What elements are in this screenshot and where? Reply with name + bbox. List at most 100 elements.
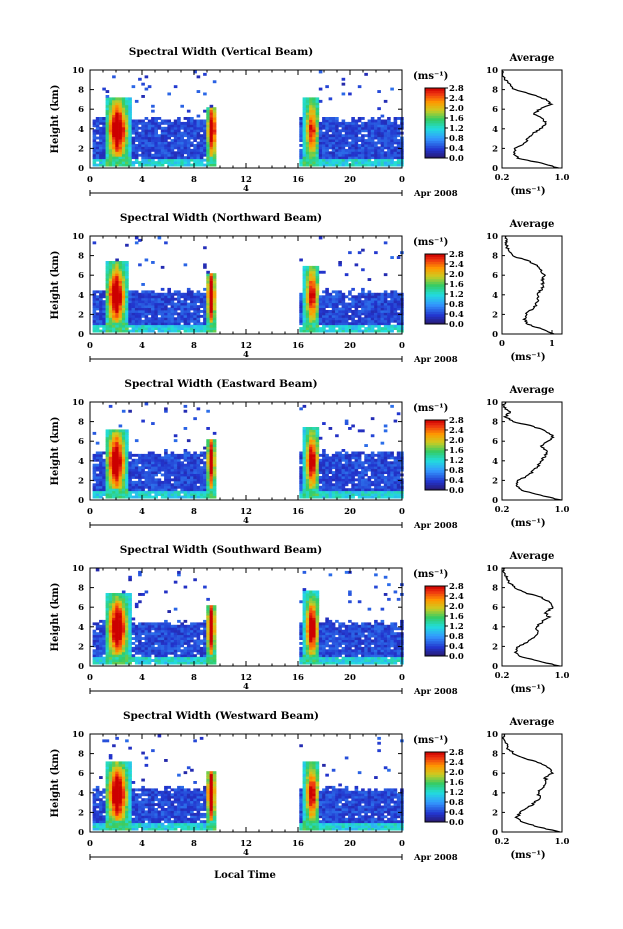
heatmap-cell [396,488,401,492]
heatmap-cell [335,156,339,160]
heatmap-cell [118,161,123,164]
heatmap-cell [328,495,333,499]
heatmap-cell [190,290,194,294]
heatmap-cell [134,632,139,636]
heatmap-cell [183,134,188,138]
heatmap-cell [186,327,191,330]
heatmap-cell [338,314,342,318]
heatmap-cell [183,488,188,492]
heatmap-cell [302,119,307,123]
heatmap-cell [374,302,378,306]
heatmap-cell [102,661,106,665]
heatmap-cell [128,148,132,152]
heatmap-cell [99,651,103,655]
heatmap-cell [335,324,339,328]
heatmap-cell [193,300,197,304]
heatmap-cell [390,478,394,482]
heatmap-cell [138,310,142,313]
heatmap-cell [318,307,323,311]
heatmap-cell [190,124,194,128]
heatmap-cell [344,327,349,330]
colorbar-swatch [425,269,445,272]
heatmap-cell [383,456,388,460]
colorbar-swatch [425,485,445,488]
heatmap-cell [186,126,191,130]
heatmap-cell [190,493,194,496]
heatmap-cell [377,451,381,455]
heatmap-cell [125,619,129,623]
heatmap-cell [102,295,106,299]
heatmap-cell [141,292,145,296]
heatmap-cell [341,473,346,477]
heatmap-cell [312,453,316,457]
colorbar-swatch [425,103,445,106]
heatmap-cell [118,649,123,653]
colorbar-swatch [425,110,445,114]
heatmap-cell [118,656,123,660]
heatmap-cell [112,597,116,601]
heatmap-cell [121,310,126,313]
heatmap-cell [203,480,207,484]
heatmap-cell [141,627,145,631]
average-y-tick-label: 6 [492,105,498,115]
heatmap-cell [370,136,375,140]
heatmap-cell [112,107,116,111]
heatmap-cell [299,312,303,316]
heatmap-cell [99,493,103,496]
heatmap-cell [125,456,129,460]
heatmap-cell [183,483,188,487]
heatmap-cell [160,131,165,135]
heatmap-cell [383,297,388,301]
heatmap-cell [212,471,217,474]
heatmap-cell [167,156,171,160]
heatmap-cell [167,468,171,472]
heatmap-cell [348,471,352,474]
heatmap-cell [121,461,126,465]
heatmap-cell [157,453,162,457]
heatmap-cell [157,151,162,155]
heatmap-cell [160,297,165,301]
heatmap-cell [338,317,342,321]
heatmap-cell [209,439,214,443]
heatmap-cell [118,615,123,618]
heatmap-cell [125,453,129,457]
heatmap-cell [186,461,191,465]
heatmap-cell [118,441,123,445]
heatmap-cell [396,471,401,474]
heatmap-cell [370,126,375,130]
heatmap-cell [344,134,349,138]
heatmap-cell [206,446,210,450]
heatmap-cell [125,327,129,330]
heatmap-cell [335,295,339,299]
heatmap-cell [212,495,217,499]
heatmap-cell [299,302,303,306]
heatmap-cell [108,102,113,106]
heatmap-cell [357,473,362,477]
heatmap-cell [312,278,316,281]
heatmap-cell [154,322,158,326]
heatmap-cell [199,297,204,301]
heatmap-cell [167,314,171,318]
heatmap-cell [151,495,155,499]
heatmap-cell [125,278,129,281]
heatmap-cell [112,151,116,155]
heatmap-cell [118,297,123,301]
heatmap-cell [115,322,119,326]
heatmap-cell [302,117,307,120]
heatmap-cell [154,495,158,499]
heatmap-cell [328,317,333,321]
heatmap-cell [112,449,116,452]
heatmap-cell [325,483,329,487]
heatmap-cell [341,324,346,328]
heatmap-cell [305,468,310,472]
heatmap-cell [305,107,310,111]
heatmap-cell [380,322,385,326]
heatmap-cell [348,136,352,140]
heatmap-cell [209,136,214,140]
heatmap-cell [335,163,339,167]
heatmap-cell [357,85,362,89]
heatmap-cell [325,310,329,313]
heatmap-cell [160,134,165,138]
heatmap-cell [383,319,388,323]
heatmap-cell [186,490,191,494]
